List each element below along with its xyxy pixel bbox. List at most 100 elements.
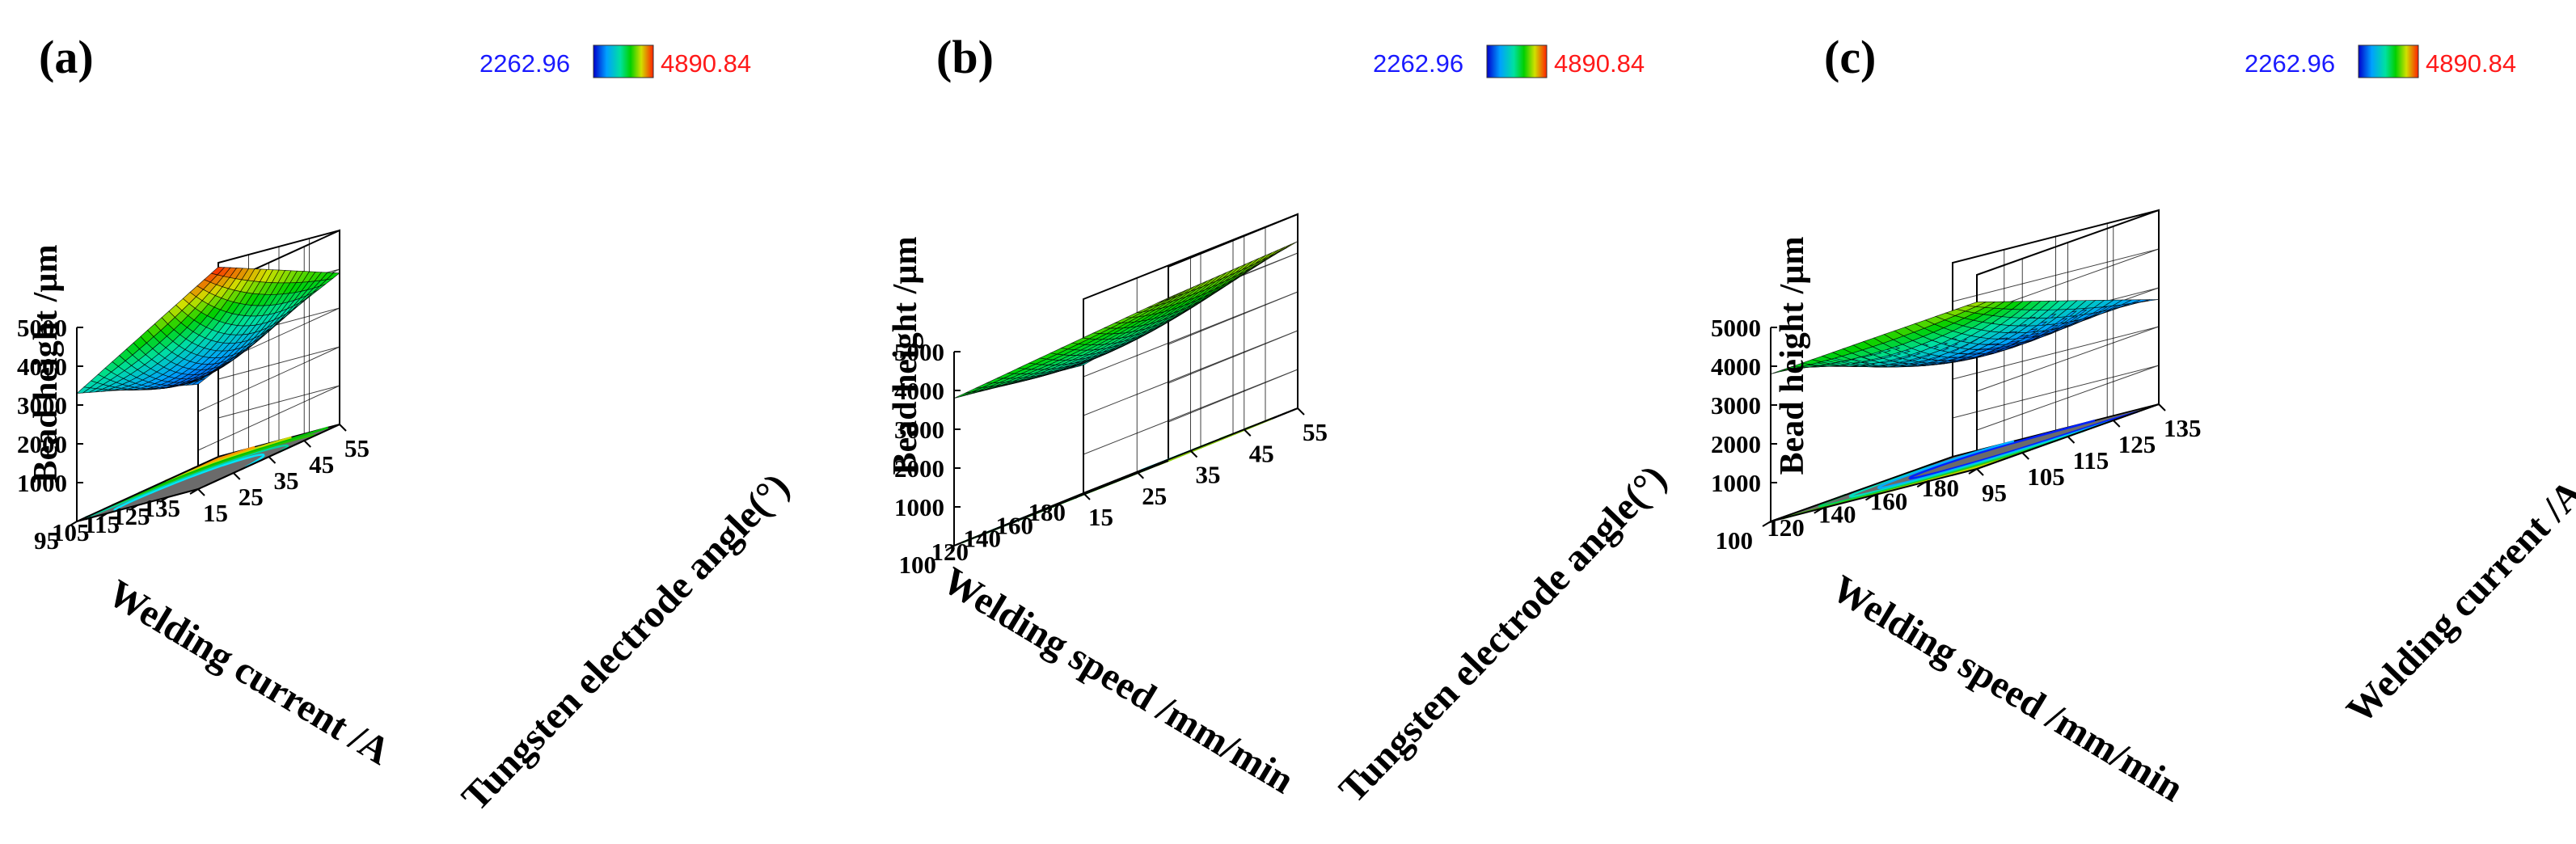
x-axis-label: Welding current /A [100, 572, 397, 774]
z-tick-label: 5000 [894, 338, 944, 366]
colorbar-min-label: 2262.96 [479, 49, 570, 78]
z-tick-label: 3000 [894, 416, 944, 444]
colorbar-max-label: 4890.84 [1554, 49, 1645, 78]
panel-label: (c) [1824, 31, 1876, 83]
y-tick-mark [2113, 420, 2121, 428]
x-tick-label: 120 [1767, 513, 1805, 542]
z-tick-label: 1000 [894, 493, 944, 521]
x-tick-mark [189, 488, 199, 495]
y-tick-label: 115 [2073, 446, 2109, 475]
z-tick-label: 3000 [1711, 391, 1761, 420]
z-tick-label: 3000 [17, 391, 67, 420]
y-tick-mark [2158, 403, 2166, 411]
y-tick-label: 15 [1088, 503, 1113, 531]
colorbar-gradient [593, 44, 654, 78]
x-tick-mark [1075, 492, 1084, 499]
y-tick-mark [2021, 452, 2029, 460]
colorbar: 2262.96 4890.84 [2244, 44, 2516, 78]
x-tick-mark [1762, 521, 1772, 527]
axis-edge [76, 456, 219, 522]
z-axis-label: Bead height /µm [27, 245, 65, 483]
response-surface [953, 241, 1299, 399]
y-tick-mark [233, 472, 241, 480]
x-tick-mark [1864, 494, 1875, 501]
z-axis-label: Bead height /µm [887, 237, 924, 475]
y-tick-mark [268, 456, 277, 464]
x-tick-mark [129, 504, 138, 511]
y-tick-mark [303, 440, 311, 448]
panel-label: (a) [39, 31, 94, 83]
y-tick-mark [1976, 468, 1984, 476]
y-tick-label: 45 [1249, 439, 1274, 467]
x-tick-mark [68, 521, 78, 527]
x-tick-label: 100 [1716, 526, 1754, 555]
z-tick-label: 5000 [17, 314, 67, 342]
y-axis-label: Tungsten electrode angle(°) [454, 465, 798, 819]
y-tick-label: 55 [1303, 418, 1328, 446]
y-tick-label: 95 [1982, 479, 2007, 507]
response-surface [1770, 299, 2160, 374]
z-tick-label: 4000 [17, 352, 67, 381]
y-tick-label: 105 [2027, 462, 2065, 491]
colorbar: 2262.96 4890.84 [1373, 44, 1645, 78]
y-tick-label: 125 [2118, 430, 2156, 458]
x-tick-mark [98, 513, 108, 519]
z-tick-label: 1000 [17, 469, 67, 497]
x-tick-mark [978, 531, 987, 538]
y-tick-label: 35 [1196, 461, 1221, 489]
colorbar: 2262.96 4890.84 [479, 44, 751, 78]
x-axis-label: Welding speed /mm/min [1825, 567, 2191, 810]
z-tick-label: 5000 [1711, 314, 1761, 342]
axis-ticks: 180 160 140 120 100 95 105 115 125 135 1000 2000 300… [1711, 314, 2202, 555]
x-tick-mark [945, 545, 955, 551]
z-tick-label: 4000 [1711, 352, 1761, 381]
y-tick-label: 25 [1142, 482, 1167, 510]
z-axis-label: Bead height /µm [1774, 237, 1811, 475]
surface-facet [1770, 369, 1791, 374]
x-tick-label: 140 [1818, 500, 1856, 529]
x-tick-label: 160 [1870, 487, 1908, 515]
y-tick-label: 15 [203, 499, 228, 527]
y-tick-label: 35 [274, 466, 299, 495]
y-axis-label: Tungsten electrode angle(°) [1331, 457, 1675, 811]
x-tick-mark [1814, 507, 1823, 514]
y-tick-mark [1297, 407, 1305, 416]
colorbar-min-label: 2262.96 [2244, 49, 2335, 78]
x-tick-label: 180 [1028, 498, 1066, 526]
y-tick-mark [1136, 471, 1144, 479]
x-tick-label: 160 [996, 511, 1034, 539]
y-tick-mark [1083, 492, 1091, 500]
x-tick-label: 140 [964, 525, 1002, 553]
colorbar-max-label: 4890.84 [661, 49, 751, 78]
x-tick-label: 180 [1922, 474, 1960, 502]
y-axis-label: Welding current /A [2338, 471, 2576, 732]
chart-panel-c: (c) 2262.96 4890.84 180 160 140 120 100 95 105… [1711, 31, 2576, 810]
surface-facet [953, 391, 972, 399]
colorbar-gradient [1486, 44, 1548, 78]
axis-edge [1770, 456, 1953, 522]
x-tick-mark [1042, 505, 1052, 513]
z-tick-label: 4000 [894, 377, 944, 405]
x-tick-mark [158, 496, 169, 503]
z-tick-label: 2000 [17, 430, 67, 458]
colorbar-max-label: 4890.84 [2426, 49, 2516, 78]
z-tick-label: 2000 [894, 454, 944, 483]
x-tick-label: 135 [143, 494, 181, 522]
colorbar-min-label: 2262.96 [1373, 49, 1463, 78]
surface-facet [75, 386, 91, 395]
y-tick-mark [1244, 428, 1252, 437]
x-tick-label: 125 [112, 502, 150, 530]
x-tick-label: 105 [52, 518, 90, 546]
response-surface [75, 266, 340, 395]
z-tick-label: 2000 [1711, 430, 1761, 458]
colorbar-gradient [2358, 44, 2419, 78]
x-tick-mark [1010, 518, 1020, 525]
y-tick-mark [197, 488, 205, 496]
z-tick-label: 1000 [1711, 469, 1761, 497]
x-tick-label: 115 [83, 510, 120, 538]
x-tick-label: 95 [34, 526, 59, 555]
x-tick-mark [1916, 481, 1926, 488]
